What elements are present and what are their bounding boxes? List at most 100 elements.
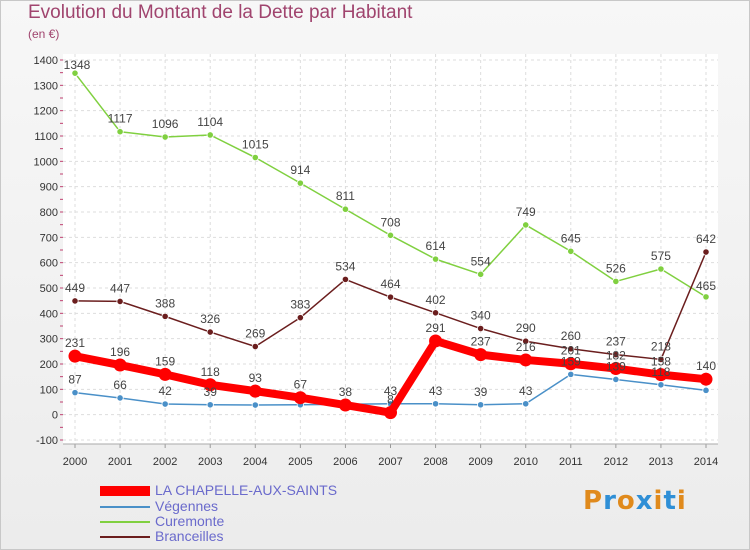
chart-subtitle: (en €) [28,27,60,41]
data-point-3 [657,355,665,364]
y-tick-label: 400 [40,308,58,320]
data-label: 1117 [108,112,133,126]
x-tick-label: 2013 [649,456,673,468]
data-label: 642 [696,232,716,246]
data-label: 326 [200,312,220,326]
data-point-2 [431,255,440,263]
data-point-3 [71,297,79,305]
legend-label: Branceilles [155,528,224,544]
data-point-0 [248,384,262,398]
y-tick-label: 200 [40,359,58,371]
y-tick-label: 1300 [34,80,58,92]
data-point-0 [113,358,127,372]
y-tick-label: 100 [40,384,58,396]
data-point-0 [699,372,713,386]
data-label: 1348 [64,58,91,72]
data-label: 645 [561,231,581,245]
data-point-1 [612,375,620,384]
data-point-3 [702,248,710,256]
x-tick-label: 2006 [333,456,357,468]
data-point-1 [522,400,530,408]
proxiti-logo: Proxiti [583,486,687,516]
data-label: 43 [519,384,533,398]
legend-swatch [100,536,150,538]
y-tick-label: 600 [40,258,58,270]
y-tick-label: 700 [40,232,58,244]
y-tick-label: 800 [40,207,58,219]
data-point-1 [161,400,169,408]
data-label: 93 [249,371,263,385]
data-label: 464 [380,277,400,291]
data-label: 708 [380,215,400,229]
data-point-3 [206,328,214,336]
legend-label: LA CHAPELLE-AUX-SAINTS [155,482,338,498]
data-label: 237 [471,335,491,349]
data-label: 43 [384,384,398,398]
x-tick-label: 2011 [559,456,583,468]
data-label: 159 [155,354,175,368]
data-point-2 [206,131,214,139]
data-label: 118 [201,365,220,379]
y-tick-label: 300 [40,334,58,346]
data-point-2 [116,128,124,136]
data-point-1 [477,401,485,409]
data-point-0 [609,362,623,376]
data-label: 140 [696,359,716,373]
data-label: 182 [606,349,626,363]
data-point-2 [702,293,710,301]
data-point-0 [68,349,82,363]
data-label: 216 [516,340,536,354]
data-point-2 [657,265,665,273]
legend-label: Végennes [155,498,219,514]
data-point-0 [429,334,443,348]
data-label: 914 [290,163,310,177]
data-label: 39 [474,385,488,399]
data-point-1 [702,386,710,394]
data-point-0 [338,398,352,412]
data-point-1 [567,370,575,378]
data-point-0 [474,348,488,362]
data-label: 201 [561,344,581,358]
data-point-1 [657,381,665,389]
data-point-3 [477,324,485,333]
data-point-0 [158,367,172,381]
data-point-3 [296,314,304,322]
data-point-3 [386,293,395,301]
chart-title: Evolution du Montant de la Dette par Hab… [28,2,413,23]
data-label: 118 [651,365,670,379]
data-point-2 [477,270,485,278]
logo-letter: o [616,486,636,516]
data-point-3 [567,345,575,353]
data-point-2 [71,69,79,77]
legend-item-la-chapelle: LA CHAPELLE-AUX-SAINTS [100,482,400,499]
legend-swatch [100,506,150,508]
x-tick-label: 2009 [468,456,492,468]
data-point-1 [71,389,79,397]
data-label: 290 [516,321,536,335]
data-label: 231 [65,336,85,350]
data-point-2 [386,231,395,239]
y-tick-label: 1100 [34,131,58,143]
x-tick-label: 2014 [694,456,718,468]
data-point-1 [116,394,124,402]
data-point-0 [203,378,217,392]
data-point-2 [567,247,575,255]
data-label: 269 [245,327,265,341]
data-point-3 [431,309,440,317]
data-point-2 [296,179,304,187]
x-tick-label: 2007 [378,456,402,468]
data-point-3 [341,275,350,283]
data-label: 158 [651,355,671,369]
data-point-1 [206,401,214,409]
data-label: 1015 [242,138,269,152]
x-tick-label: 2012 [604,456,628,468]
logo-letter: P [583,486,604,516]
data-label: 66 [113,378,127,392]
data-label: 749 [516,205,536,219]
logo-letter: t [663,486,677,516]
data-label: 139 [606,359,626,373]
data-label: 614 [426,239,446,253]
data-label: 383 [290,298,310,312]
data-point-0 [293,391,307,405]
